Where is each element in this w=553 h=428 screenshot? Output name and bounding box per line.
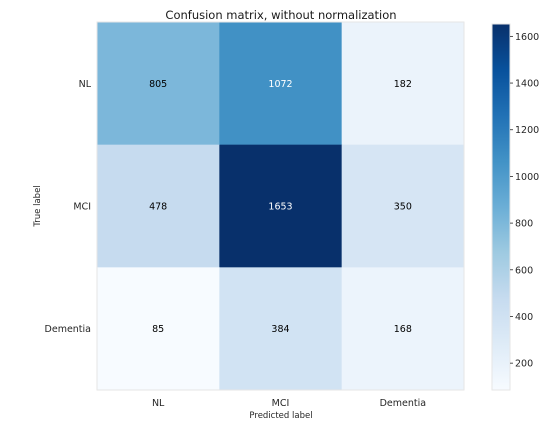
cell-value-label: 85 <box>152 324 164 335</box>
colorbar-tick-label: 1000 <box>515 172 539 183</box>
x-axis-label: Predicted label <box>249 411 312 421</box>
colorbar <box>491 23 511 391</box>
heatmap-cell-mci-mci <box>219 144 343 268</box>
heatmap-cells <box>97 22 465 391</box>
y-axis-label: True label <box>33 185 43 227</box>
cell-value-label: 384 <box>271 324 289 335</box>
heatmap-cell-mci-nl <box>97 144 220 268</box>
colorbar-tick-label: 400 <box>515 312 533 323</box>
heatmap-cell-nl-mci <box>219 22 343 146</box>
cell-value-label: 805 <box>149 79 167 90</box>
cell-value-label: 1653 <box>268 202 292 213</box>
y-tick-label: Dementia <box>45 324 91 335</box>
x-tick-label: NL <box>152 398 165 409</box>
y-tick-label: MCI <box>73 202 91 213</box>
cell-value-label: 350 <box>394 202 412 213</box>
colorbar-tick-label: 800 <box>515 219 533 230</box>
cell-value-label: 182 <box>394 79 412 90</box>
plot-frame <box>96 21 465 391</box>
colorbar-tick-labels: 200 400 600 800 1000 1200 1400 1600 <box>510 32 539 370</box>
heatmap-cell-mci-dementia <box>341 144 465 268</box>
chart-title: Confusion matrix, without normalization <box>165 8 396 22</box>
y-tick-label: NL <box>79 79 92 90</box>
colorbar-tick-label: 1400 <box>515 79 539 90</box>
colorbar-tick-label: 600 <box>515 265 533 276</box>
colorbar-tick-label: 1600 <box>515 32 539 43</box>
x-tick-label: Dementia <box>380 398 426 409</box>
cell-value-label: 478 <box>149 202 167 213</box>
heatmap-cell-labels: 805 1072 182 478 1653 350 85 384 168 <box>149 79 412 335</box>
heatmap-cell-dementia-nl <box>97 267 220 391</box>
cell-value-label: 1072 <box>268 79 292 90</box>
colorbar-tick-label: 1200 <box>515 125 539 136</box>
colorbar-tick-label: 200 <box>515 359 533 370</box>
heatmap-cell-dementia-mci <box>219 267 343 391</box>
heatmap-cell-dementia-dementia <box>341 267 465 391</box>
cell-value-label: 168 <box>394 324 412 335</box>
x-tick-labels: NL MCI Dementia <box>152 398 426 409</box>
y-tick-labels: NL MCI Dementia <box>45 79 92 335</box>
x-tick-label: MCI <box>272 398 290 409</box>
heatmap-cell-nl-dementia <box>341 22 465 146</box>
heatmap-cell-nl-nl <box>97 22 220 146</box>
